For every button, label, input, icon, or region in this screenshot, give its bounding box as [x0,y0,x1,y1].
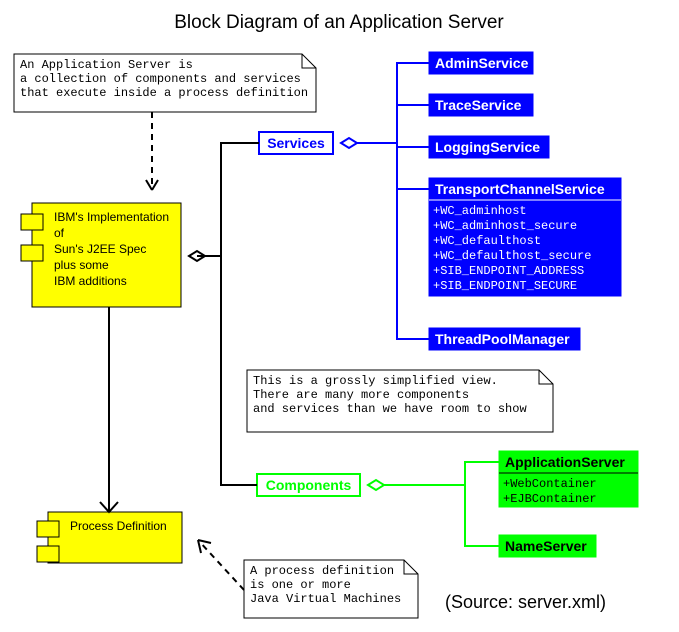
note-simplified-line: and services than we have room to show [253,402,527,416]
service-0-label: AdminService [435,55,529,71]
ibm-implementation-box-label: of [54,226,65,240]
note-appserver-line: that execute inside a process definition [20,86,308,100]
block-diagram: Block Diagram of an Application Server An… [0,0,679,632]
service-3-attr: +WC_defaulthost [433,234,541,248]
component-0-attr: +EJBContainer [503,492,597,506]
ibm-implementation-box-label: IBM's Implementation [54,210,169,224]
note-procdef-line: is one or more [250,578,351,592]
diagram-title: Block Diagram of an Application Server [174,12,504,33]
service-3-attr: +SIB_ENDPOINT_ADDRESS [433,264,584,278]
service-3-attr: +WC_adminhost [433,204,527,218]
note-procdef-line: Java Virtual Machines [250,592,401,606]
component-0-attr: +WebContainer [503,477,597,491]
note-procdef-line: A process definition [250,564,394,578]
component-1-label: NameServer [505,538,587,554]
note-appserver-line: An Application Server is [20,58,193,72]
service-4-label: ThreadPoolManager [435,331,570,347]
source-label: (Source: server.xml) [445,592,606,612]
note-simplified-line: This is a grossly simplified view. [253,374,498,388]
service-3-attr: +SIB_ENDPOINT_SECURE [433,279,577,293]
process-definition-box-label: Process Definition [70,519,167,533]
ibm-implementation-box-label: Sun's J2EE Spec [54,242,146,256]
ibm-implementation-box-label: IBM additions [54,274,127,288]
service-2-label: LoggingService [435,139,540,155]
service-3-attr: +WC_adminhost_secure [433,219,577,233]
services-box-label: Services [267,135,325,151]
ibm-implementation-box-label: plus some [54,258,109,272]
note-appserver-line: a collection of components and services [20,72,301,86]
service-3-label: TransportChannelService [435,181,605,197]
service-1-label: TraceService [435,97,522,113]
note-simplified-line: There are many more components [253,388,469,402]
service-3-attr: +WC_defaulthost_secure [433,249,591,263]
component-0-label: ApplicationServer [505,454,625,470]
components-box-label: Components [266,477,352,493]
